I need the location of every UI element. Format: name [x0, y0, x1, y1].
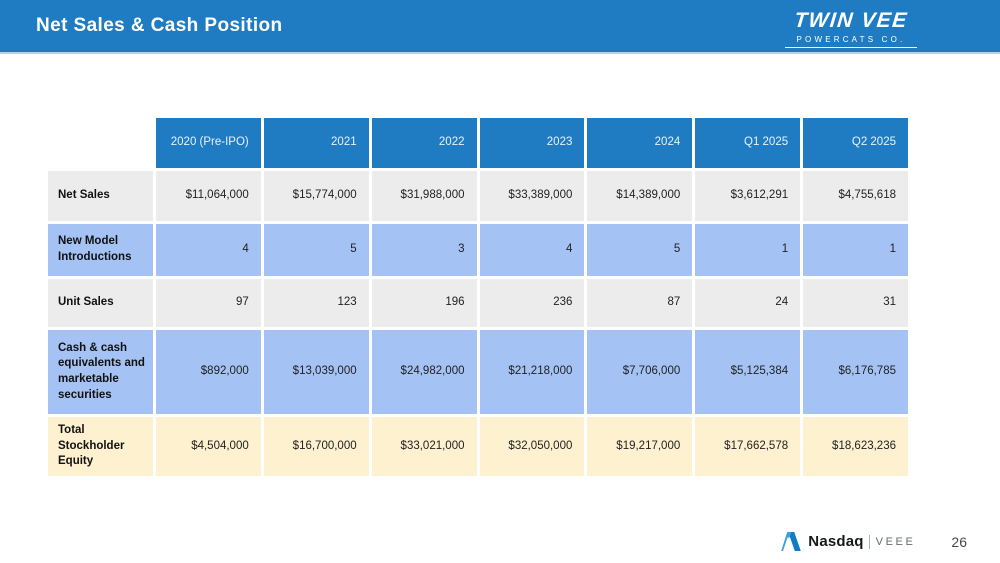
table-cell: $6,176,785 [803, 330, 908, 414]
financial-table-container: 2020 (Pre-IPO) 2021 2022 2023 2024 Q1 2025 Q2 … [45, 115, 911, 479]
header-row: 2020 (Pre-IPO) 2021 2022 2023 2024 Q1 2025 Q2 … [48, 118, 908, 168]
table-cell: $16,700,000 [263, 417, 369, 476]
table-cell: $13,039,000 [263, 330, 369, 414]
table-cell: 196 [371, 279, 477, 327]
table-cell: $4,504,000 [155, 417, 261, 476]
table-cell: $33,021,000 [371, 417, 477, 476]
table-cell: $24,982,000 [371, 330, 477, 414]
ticker-symbol: VEEE [875, 535, 916, 548]
table-cell: $11,064,000 [155, 171, 261, 221]
table-cell: $5,125,384 [695, 330, 801, 414]
ticker-separator [868, 534, 870, 549]
table-cell: 123 [263, 279, 369, 327]
table-cell: $14,389,000 [587, 171, 693, 221]
table-cell: 4 [479, 224, 585, 276]
table-cell: 24 [695, 279, 801, 327]
table-header: 2020 (Pre-IPO) 2021 2022 2023 2024 Q1 2025 Q2 … [48, 118, 908, 168]
column-header: 2024 [587, 118, 693, 168]
table-body: Net Sales $11,064,000 $15,774,000 $31,988,0… [48, 171, 908, 476]
slide-header-bar: Net Sales & Cash Position TWIN VEE POWER… [0, 0, 1000, 54]
table-cell: 5 [263, 224, 369, 276]
powercats-subtitle: POWERCATS CO. [796, 35, 906, 44]
blank-header-cell [48, 118, 153, 168]
table-row: Total Stockholder Equity $4,504,000 $16,70… [48, 417, 908, 476]
table-cell: 1 [803, 224, 908, 276]
row-label: Cash & cash equivalents and marketable s… [48, 330, 153, 414]
table-cell: 87 [587, 279, 693, 327]
nasdaq-logo-icon [781, 532, 802, 551]
table-row: Cash & cash equivalents and marketable s… [48, 330, 908, 414]
table-cell: $19,217,000 [587, 417, 693, 476]
nasdaq-wordmark: Nasdaq [808, 533, 864, 550]
column-header: Q1 2025 [695, 118, 801, 168]
table-cell: 1 [695, 224, 801, 276]
table-row: Unit Sales 97 123 196 236 87 24 31 [48, 279, 908, 327]
column-header: 2022 [371, 118, 477, 168]
table-cell: 236 [479, 279, 585, 327]
row-label: Total Stockholder Equity [48, 417, 153, 476]
table-row: Net Sales $11,064,000 $15,774,000 $31,988,0… [48, 171, 908, 221]
twin-vee-wordmark: TWIN VEE [793, 9, 910, 32]
table-cell: 3 [371, 224, 477, 276]
table-row: New Model Introductions 4 5 3 4 5 1 1 [48, 224, 908, 276]
table-cell: $33,389,000 [479, 171, 585, 221]
row-label: Unit Sales [48, 279, 153, 327]
column-header: 2020 (Pre-IPO) [155, 118, 261, 168]
table-cell: $15,774,000 [263, 171, 369, 221]
table-cell: $32,050,000 [479, 417, 585, 476]
table-cell: 31 [803, 279, 908, 327]
row-label: Net Sales [48, 171, 153, 221]
page-title: Net Sales & Cash Position [36, 15, 283, 36]
table-cell: $4,755,618 [803, 171, 908, 221]
table-cell: $21,218,000 [479, 330, 585, 414]
table-cell: 4 [155, 224, 261, 276]
table-cell: 97 [155, 279, 261, 327]
financial-table: 2020 (Pre-IPO) 2021 2022 2023 2024 Q1 2025 Q2 … [45, 115, 911, 479]
row-label: New Model Introductions [48, 224, 153, 276]
column-header: Q2 2025 [803, 118, 908, 168]
column-header: 2021 [263, 118, 369, 168]
table-cell: $31,988,000 [371, 171, 477, 221]
logo-underline [785, 47, 917, 48]
table-cell: $17,662,578 [695, 417, 801, 476]
table-cell: $3,612,291 [695, 171, 801, 221]
slide-footer: Nasdaq VEEE 26 [780, 532, 967, 551]
table-cell: 5 [587, 224, 693, 276]
table-cell: $18,623,236 [803, 417, 908, 476]
table-cell: $7,706,000 [587, 330, 693, 414]
twin-vee-logo: TWIN VEE POWERCATS CO. [776, 9, 926, 48]
page-number: 26 [951, 533, 967, 550]
column-header: 2023 [479, 118, 585, 168]
table-cell: $892,000 [155, 330, 261, 414]
